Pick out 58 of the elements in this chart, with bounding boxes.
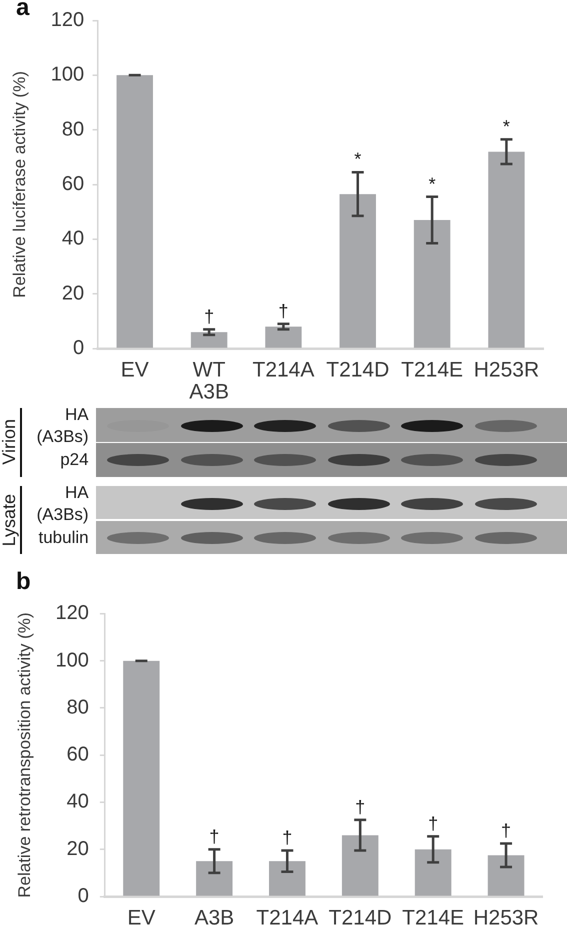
x-tick-label: T214E (402, 906, 464, 930)
x-tick-label: T214D (326, 358, 390, 382)
x-tick-label: T214E (401, 358, 464, 382)
y-tick-label: 20 (66, 838, 89, 860)
y-tick-label: 20 (62, 282, 84, 304)
bar (190, 332, 228, 348)
bar (269, 861, 306, 896)
bar (116, 75, 153, 348)
annotation: † (355, 796, 366, 817)
bar (488, 855, 524, 896)
x-tick-label: T214A (256, 906, 318, 930)
y-tick-label: 120 (56, 602, 89, 624)
y-tick-label: 0 (78, 885, 89, 908)
annotation: † (278, 300, 288, 321)
bar (414, 849, 452, 896)
text: Virion (0, 419, 19, 466)
y-tick-label: 60 (62, 173, 84, 196)
x-tick-label: EV (127, 906, 156, 930)
bar (196, 861, 233, 896)
y-tick-label: 100 (56, 649, 89, 672)
text: HA (A3Bs) (36, 404, 89, 448)
y-tick-label: 0 (72, 337, 84, 360)
y-tick-label: 80 (62, 118, 84, 140)
text: HA (A3Bs) (36, 482, 89, 526)
bar (414, 220, 450, 348)
x-tick-label: EV (120, 358, 149, 382)
y-tick-label: 40 (66, 790, 89, 813)
annotation: † (501, 820, 512, 840)
y-axis-title: Relative retrotransposition activity (%) (14, 612, 34, 898)
y-tick-label: 60 (66, 744, 89, 766)
annotation: † (428, 813, 438, 834)
x-tick-label: WT A3B (189, 358, 229, 404)
annotation: † (204, 306, 214, 326)
text: p24 (60, 449, 89, 471)
bar (123, 660, 160, 896)
annotation: † (282, 828, 292, 848)
x-tick-label: A3B (194, 906, 234, 930)
y-tick-label: 120 (50, 9, 84, 32)
text: Lysate (0, 494, 19, 546)
bar (342, 835, 378, 896)
x-tick-label: T214D (328, 906, 392, 930)
y-tick-label: 100 (50, 64, 84, 86)
annotation: * (428, 174, 436, 194)
annotation: * (354, 149, 362, 170)
text: tubulin (38, 526, 89, 549)
annotation: * (502, 116, 510, 136)
bar (488, 152, 525, 348)
chart-title: a (16, 0, 30, 21)
chart-title: b (16, 568, 31, 595)
y-axis-title: Relative luciferase activity (%) (10, 71, 29, 298)
annotation: † (209, 826, 220, 846)
bar (265, 326, 302, 348)
bar (340, 194, 376, 348)
y-tick-label: 40 (62, 228, 84, 250)
y-tick-label: 80 (66, 696, 89, 718)
x-tick-label: T214A (252, 358, 314, 382)
x-tick-label: H253R (473, 906, 539, 930)
x-tick-label: H253R (474, 358, 540, 382)
